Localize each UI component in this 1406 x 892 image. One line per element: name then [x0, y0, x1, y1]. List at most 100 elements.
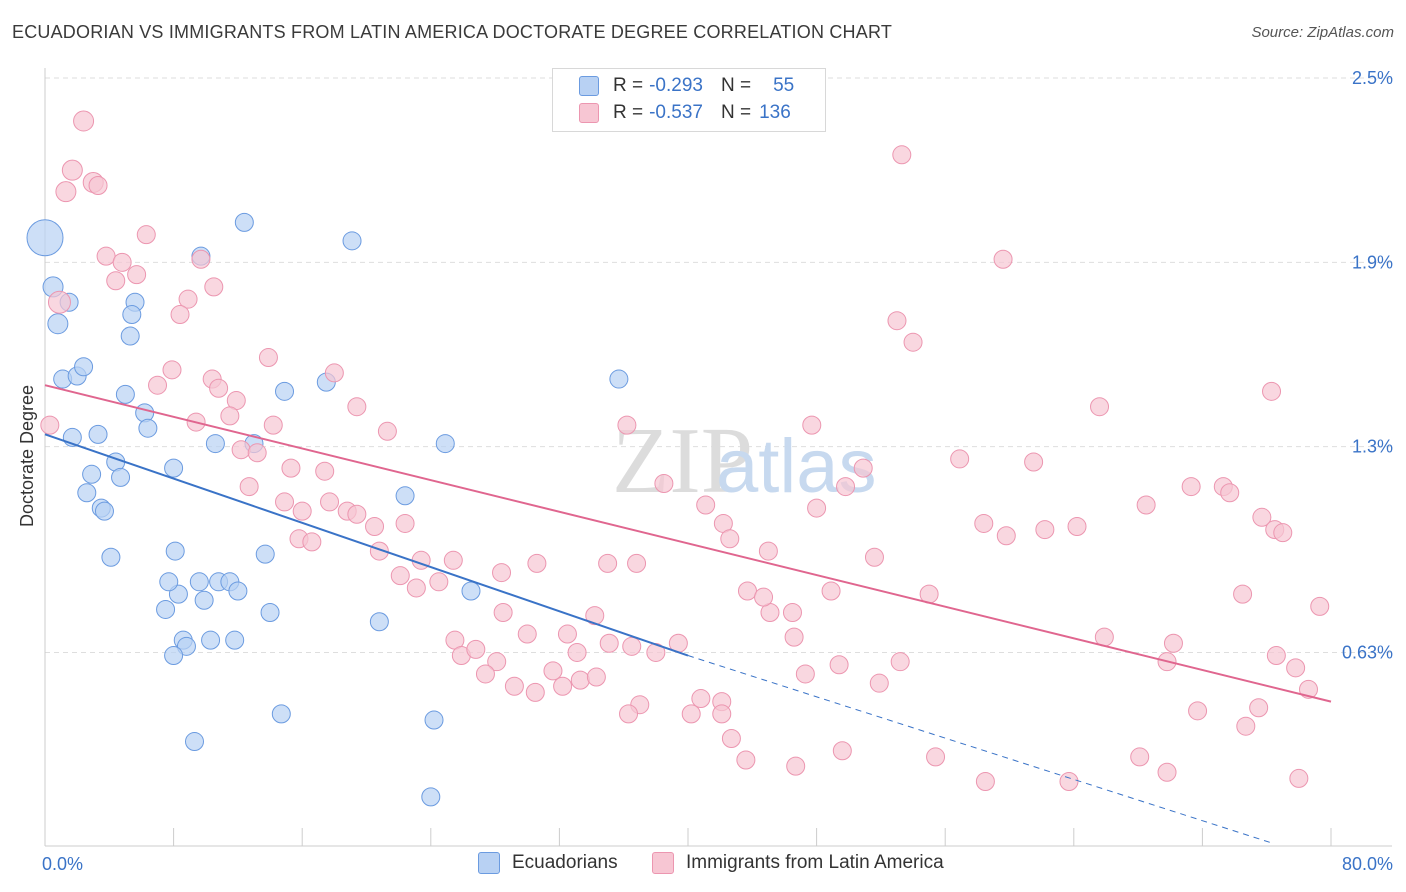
immigrant-point — [737, 581, 757, 601]
immigrant-point — [887, 311, 907, 331]
immigrant-point — [557, 624, 577, 644]
immigrant-point — [191, 249, 211, 269]
ecuadorian-point — [88, 424, 108, 444]
ecuadorians-trend-extension — [687, 655, 1272, 844]
immigrant-point — [892, 145, 912, 165]
ecuadorian-point — [421, 787, 441, 807]
immigrant-point — [73, 110, 95, 132]
immigrant-point — [320, 492, 340, 512]
ecuadorian-point — [77, 483, 97, 503]
immigrant-point — [443, 550, 463, 570]
immigrant-point — [136, 225, 156, 245]
ecuadorian-point — [225, 630, 245, 650]
watermark: ZIP atlas — [612, 409, 877, 513]
immigrant-point — [47, 290, 71, 314]
ecuadorian-point — [435, 434, 455, 454]
y-tick-label: 0.63% — [1342, 642, 1393, 662]
tick-labels: 2.5% 1.9% 1.3% 0.63% 0.0% 80.0% — [42, 68, 1393, 874]
immigrant-point — [903, 332, 923, 352]
immigrant-point — [324, 363, 344, 383]
y-tick-label: 1.9% — [1352, 252, 1393, 272]
ecuadorian-point — [184, 732, 204, 752]
immigrant-point — [836, 477, 856, 497]
immigrant-point — [258, 348, 278, 368]
immigrant-point — [627, 553, 647, 573]
immigrant-point — [1188, 701, 1208, 721]
immigrant-point — [802, 415, 822, 435]
gridlines — [45, 77, 1392, 653]
immigrant-point — [586, 667, 606, 687]
ecuadorian-point — [342, 231, 362, 251]
immigrant-point — [1035, 520, 1055, 540]
immigrant-point — [1067, 517, 1087, 537]
ecuadorian-point — [74, 357, 94, 377]
immigrant-point — [127, 265, 147, 285]
x-tick-label: 80.0% — [1342, 854, 1393, 874]
immigrant-point — [598, 553, 618, 573]
ecuadorian-point — [609, 369, 629, 389]
ecuadorian-point — [234, 212, 254, 232]
bottom-legend-label: Immigrants from Latin America — [686, 852, 944, 873]
ecuadorian-point — [111, 467, 131, 487]
legend-r-label: R = — [613, 102, 644, 123]
immigrant-point — [1286, 658, 1306, 678]
immigrant-point — [347, 504, 367, 524]
legend-r-value: -0.293 — [649, 75, 703, 96]
immigrant-point — [720, 529, 740, 549]
source-credit: Source: ZipAtlas.com — [1251, 24, 1394, 41]
immigrant-point — [493, 603, 513, 623]
immigrant-point — [721, 728, 741, 748]
immigrant-point — [1130, 747, 1150, 767]
legend-r-value: -0.537 — [649, 102, 703, 123]
immigrant-point — [681, 704, 701, 724]
immigrant-point — [996, 526, 1016, 546]
immigrant-point — [406, 578, 426, 598]
immigrant-point — [112, 252, 132, 272]
ecuadorians-trend-line — [44, 433, 689, 657]
legend-n-value: 55 — [773, 75, 795, 96]
legend-r-label: R = — [613, 75, 644, 96]
immigrant-point — [315, 461, 335, 481]
immigrant-point — [1298, 679, 1318, 699]
immigrant-point — [950, 449, 970, 469]
ecuadorian-point — [395, 486, 415, 506]
bottom-legend-label: Ecuadorians — [512, 852, 618, 873]
immigrant-point — [1220, 483, 1240, 503]
chart-title: ECUADORIAN VS IMMIGRANTS FROM LATIN AMER… — [12, 22, 893, 42]
ecuadorian-point — [165, 541, 185, 561]
ecuadorian-point — [135, 403, 155, 423]
immigrant-point — [599, 633, 619, 653]
immigrant-point — [475, 664, 495, 684]
immigrant-point — [1289, 768, 1309, 788]
ecuadorians-points — [26, 212, 629, 807]
immigrant-point — [1262, 381, 1282, 401]
immigrant-point — [377, 421, 397, 441]
immigrant-point — [758, 541, 778, 561]
legend-n-label: N = — [720, 75, 752, 96]
ecuadorian-point — [159, 572, 179, 592]
legend-row-ecuadorians: R = -0.293 N = 55 — [553, 73, 794, 99]
immigrant-point — [1236, 716, 1256, 736]
y-axis-label: Doctorate Degree — [17, 385, 37, 527]
immigrant-point — [1157, 762, 1177, 782]
immigrant-point — [281, 458, 301, 478]
immigrants-trend-line — [44, 384, 1332, 703]
immigrant-point — [622, 636, 642, 656]
immigrant-point — [220, 406, 240, 426]
immigrant-point — [40, 415, 60, 435]
immigrant-point — [1310, 596, 1330, 616]
immigrant-point — [466, 639, 486, 659]
immigrant-point — [204, 277, 224, 297]
immigrant-point — [178, 289, 198, 309]
immigrant-point — [691, 689, 711, 709]
immigrant-point — [347, 397, 367, 417]
trend-lines — [44, 384, 1332, 844]
legend-n-label: N = — [720, 102, 752, 123]
immigrant-point — [106, 271, 126, 291]
immigrant-point — [654, 474, 674, 494]
immigrant-point — [209, 378, 229, 398]
immigrant-point — [492, 563, 512, 583]
immigrant-point — [365, 517, 385, 537]
immigrant-point — [1266, 646, 1286, 666]
immigrant-point — [162, 360, 182, 380]
